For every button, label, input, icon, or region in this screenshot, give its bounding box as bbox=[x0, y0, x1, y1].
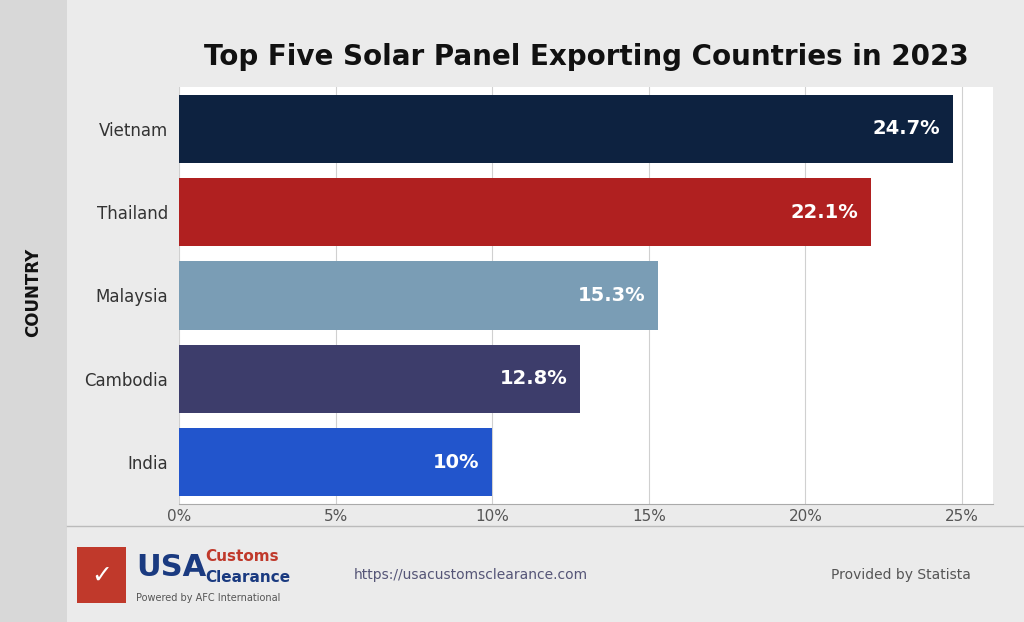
Text: 24.7%: 24.7% bbox=[872, 119, 940, 138]
Text: COUNTRY: COUNTRY bbox=[25, 248, 42, 337]
Text: 12.8%: 12.8% bbox=[500, 369, 567, 388]
Bar bbox=[179, 261, 658, 330]
Text: USA: USA bbox=[136, 553, 207, 582]
Text: Powered by AFC International: Powered by AFC International bbox=[136, 593, 281, 603]
Text: https://usacustomsclearance.com: https://usacustomsclearance.com bbox=[354, 569, 588, 582]
Bar bbox=[179, 345, 580, 413]
Text: 10%: 10% bbox=[433, 453, 480, 471]
Text: 22.1%: 22.1% bbox=[791, 203, 859, 221]
Text: Customs: Customs bbox=[205, 549, 279, 564]
Bar bbox=[179, 178, 871, 246]
Text: ✓: ✓ bbox=[91, 564, 112, 587]
Text: Clearance: Clearance bbox=[205, 570, 290, 585]
Title: Top Five Solar Panel Exporting Countries in 2023: Top Five Solar Panel Exporting Countries… bbox=[204, 43, 969, 71]
Text: 15.3%: 15.3% bbox=[579, 286, 646, 305]
Bar bbox=[179, 95, 952, 163]
Bar bbox=[179, 428, 493, 496]
Text: Provided by Statista: Provided by Statista bbox=[831, 569, 971, 582]
X-axis label: Percentage of U.S. Solar Panel Imports: Percentage of U.S. Solar Panel Imports bbox=[372, 537, 801, 557]
